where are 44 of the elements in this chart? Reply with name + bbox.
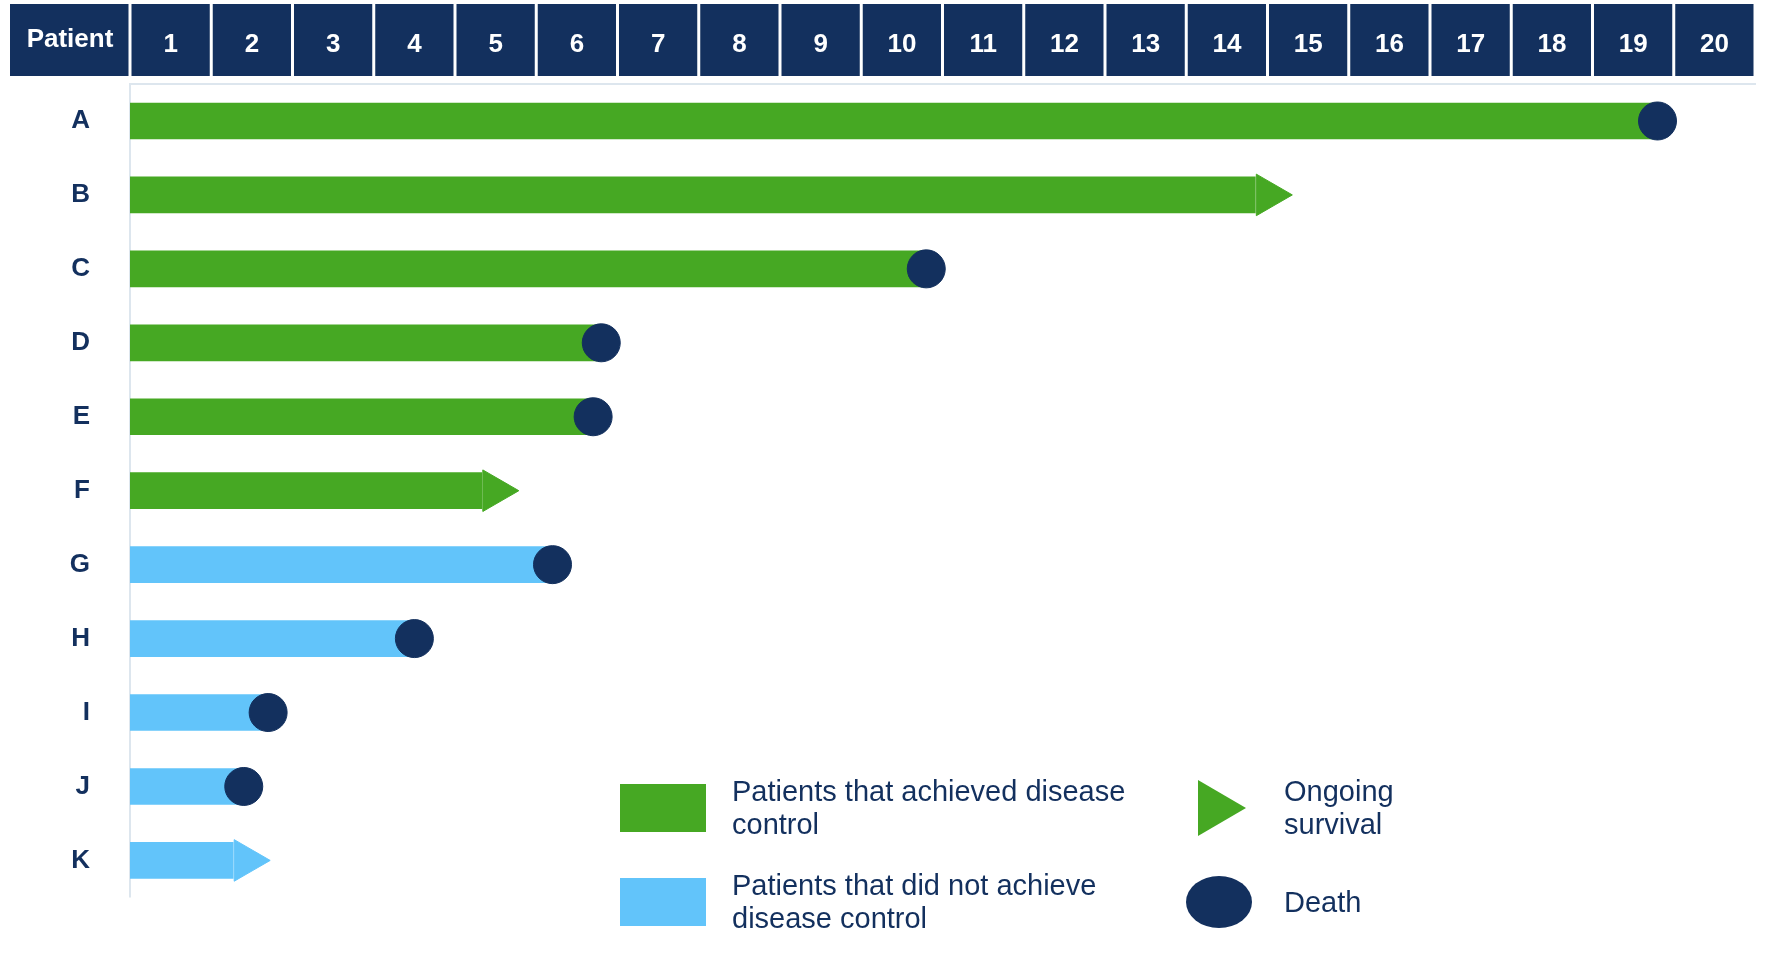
x-tick-label: 7 — [650, 27, 666, 58]
x-tick-label: 4 — [407, 27, 423, 58]
y-axis-title: Patient — [26, 23, 114, 54]
point — [248, 693, 288, 733]
y-tick-label: G — [69, 547, 90, 578]
y-tick-label: I — [82, 695, 90, 726]
point — [1638, 101, 1677, 141]
point — [224, 766, 264, 806]
x-tick-label: 14 — [1212, 27, 1242, 58]
x-tick-label: 12 — [1049, 27, 1079, 58]
y-tick-label: J — [75, 769, 90, 800]
x-tick-label: 15 — [1293, 27, 1323, 58]
x-tick-label: 2 — [244, 27, 260, 58]
x-tick-label: 13 — [1131, 27, 1161, 58]
point — [581, 323, 621, 363]
y-tick-label: H — [71, 621, 90, 652]
x-tick-label: 6 — [569, 27, 585, 58]
y-tick-label: K — [71, 843, 91, 874]
x-tick-label: 11 — [969, 27, 997, 58]
legend-label: Patients that achieved disease control — [732, 775, 1127, 841]
point — [394, 619, 434, 659]
y-tick-label: C — [71, 252, 91, 283]
x-tick-label: 1 — [163, 27, 178, 58]
y-tick-label: A — [71, 104, 91, 135]
x-tick-label: 8 — [732, 27, 747, 58]
x-tick-label: 19 — [1618, 27, 1648, 58]
x-tick-label: 10 — [887, 27, 917, 58]
x-tick-label: 17 — [1456, 27, 1486, 58]
x-tick-label: 16 — [1374, 27, 1404, 58]
y-tick-label: B — [71, 178, 90, 209]
legend-label: Death — [1284, 885, 1362, 919]
x-tick-label: 20 — [1699, 27, 1729, 58]
y-tick-label: F — [74, 473, 90, 504]
legend-label: Ongoing survival — [1284, 775, 1395, 841]
x-tick-label: 18 — [1537, 27, 1567, 58]
y-tick-label: E — [72, 399, 90, 430]
legend-label: Patients that did not achieve disease control — [732, 869, 1098, 935]
point — [573, 397, 613, 437]
x-tick-label: 3 — [325, 27, 341, 58]
point — [906, 249, 946, 289]
point — [533, 545, 572, 585]
x-tick-label: 9 — [813, 27, 828, 58]
y-tick-label: D — [71, 325, 90, 356]
x-tick-label: 5 — [488, 27, 503, 58]
